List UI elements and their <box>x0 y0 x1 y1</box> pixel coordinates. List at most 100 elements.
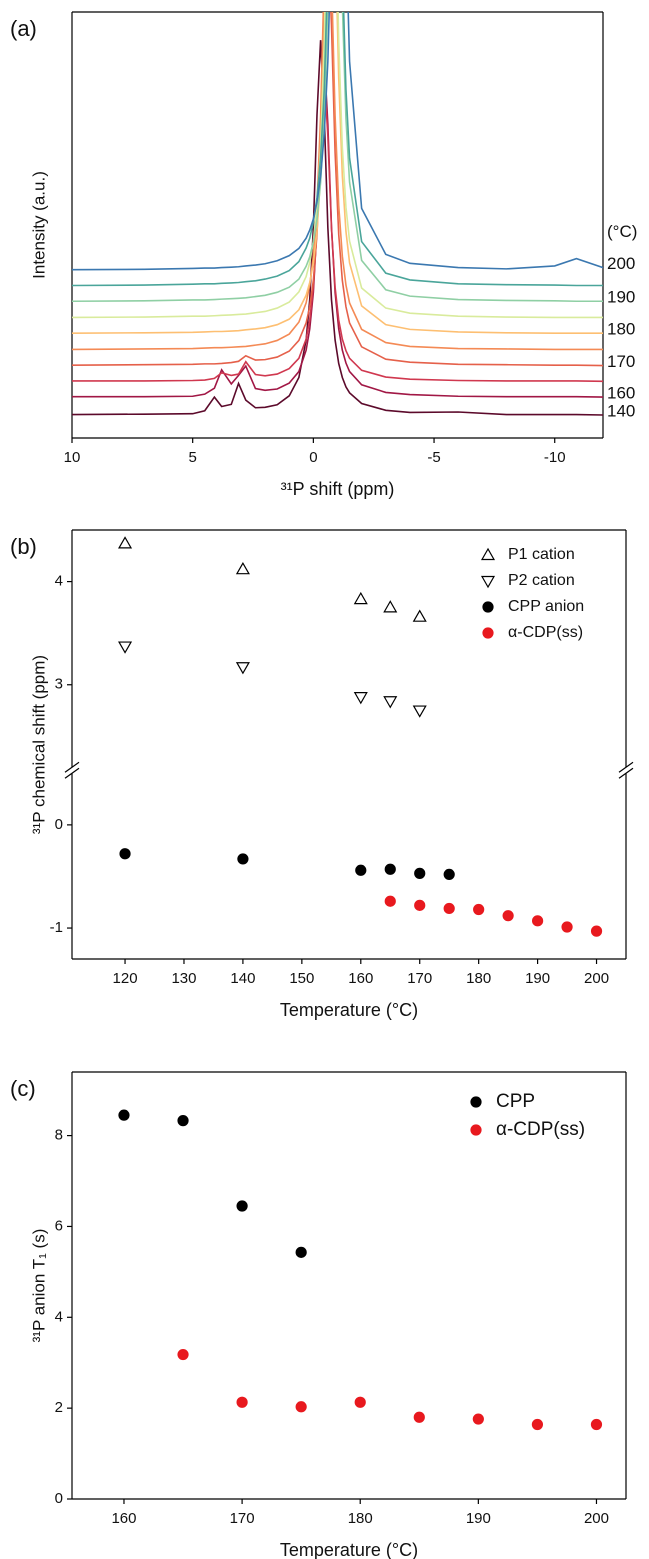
axis-break <box>618 767 634 779</box>
x-tick-label: 180 <box>348 1510 373 1527</box>
spectrum-line <box>72 40 603 416</box>
y-tick-label: 0 <box>55 1490 63 1507</box>
data-point <box>237 853 249 865</box>
data-point <box>531 1418 544 1431</box>
spectrum-line <box>72 12 603 303</box>
axis-break <box>618 761 634 773</box>
y-tick-label: 2 <box>55 1399 63 1416</box>
x-tick-label: 10 <box>64 449 81 466</box>
legend-label: P1 cation <box>508 546 575 563</box>
y-tick-label: 8 <box>55 1127 63 1144</box>
x-tick-label: 200 <box>584 1510 609 1527</box>
data-point <box>383 696 398 709</box>
x-axis-title: Temperature (°C) <box>280 1000 418 1020</box>
x-tick-label: 150 <box>289 970 314 987</box>
spectrum-line <box>72 12 603 319</box>
x-tick-label: -5 <box>427 449 440 466</box>
y-tick-label: 4 <box>55 573 63 590</box>
y-tick-label: 3 <box>55 676 63 693</box>
legend-marker <box>480 575 496 589</box>
series-label: 160 <box>607 384 635 403</box>
data-point <box>531 915 544 927</box>
x-tick-label: -10 <box>544 449 566 466</box>
data-point <box>235 662 250 675</box>
data-point <box>118 536 133 549</box>
series-label: 180 <box>607 320 635 339</box>
x-tick-label: 120 <box>113 970 138 987</box>
data-point <box>561 921 573 933</box>
y-axis-title: ³¹P anion T₁ (s) <box>29 1229 48 1343</box>
x-tick-label: 130 <box>171 970 196 987</box>
data-point <box>412 705 427 718</box>
data-point <box>413 1411 425 1423</box>
spectrum-line <box>72 12 603 271</box>
x-tick-label: 5 <box>189 449 197 466</box>
x-tick-label: 170 <box>230 1510 255 1527</box>
series-label: 170 <box>607 352 635 371</box>
data-point <box>235 561 250 575</box>
x-tick-label: 200 <box>584 970 609 987</box>
data-point <box>353 692 368 705</box>
data-point <box>295 1401 307 1413</box>
spectrum-line <box>72 56 603 398</box>
x-tick-label: 160 <box>111 1510 136 1527</box>
spectrum-line <box>72 12 603 334</box>
x-tick-label: 0 <box>309 449 317 466</box>
panel-label: (c) <box>10 1076 36 1101</box>
data-point <box>502 910 514 922</box>
y-axis-title: Intensity (a.u.) <box>29 171 48 279</box>
legend-label: CPP <box>496 1091 535 1112</box>
data-point <box>236 1200 248 1212</box>
series-label: 140 <box>607 401 635 420</box>
x-tick-label: 190 <box>466 1510 491 1527</box>
x-tick-label: 140 <box>230 970 255 987</box>
legend-title: (°C) <box>607 222 637 241</box>
data-point <box>119 848 131 860</box>
axis-break <box>64 767 80 779</box>
x-axis-title: Temperature (°C) <box>280 1540 418 1559</box>
panel-label: (a) <box>10 16 37 41</box>
y-tick-label: 0 <box>55 816 63 833</box>
data-point <box>472 1413 484 1425</box>
legend-marker <box>470 1096 482 1108</box>
data-point <box>414 899 426 911</box>
panel-label: (b) <box>10 534 37 559</box>
data-point <box>384 895 396 907</box>
x-axis-title: ³¹P shift (ppm) <box>281 479 395 499</box>
data-point <box>590 925 603 937</box>
legend-marker <box>470 1124 482 1136</box>
axis-break <box>64 761 80 773</box>
data-point <box>383 600 398 613</box>
data-point <box>355 864 367 876</box>
data-point <box>236 1396 248 1408</box>
y-axis-title: ³¹P chemical shift (ppm) <box>29 655 48 834</box>
data-point <box>118 641 133 654</box>
data-point <box>443 868 455 881</box>
legend-label: P2 cation <box>508 572 575 589</box>
x-tick-label: 190 <box>525 970 550 987</box>
data-point <box>590 1418 603 1431</box>
y-tick-label: -1 <box>50 919 63 936</box>
x-tick-label: 180 <box>466 970 491 987</box>
data-point <box>177 1348 189 1361</box>
data-point <box>118 1109 130 1121</box>
data-point <box>384 863 396 875</box>
legend-marker <box>480 547 496 561</box>
legend-label: α-CDP(ss) <box>508 624 583 641</box>
plot-area <box>72 12 603 416</box>
legend-marker <box>482 627 494 639</box>
spectrum-line <box>72 74 603 383</box>
data-point <box>295 1246 307 1258</box>
legend-label: α-CDP(ss) <box>496 1119 585 1140</box>
x-tick-label: 170 <box>407 970 432 987</box>
data-point <box>443 902 455 915</box>
data-point <box>473 903 485 916</box>
data-point <box>414 867 426 879</box>
data-point <box>177 1115 189 1127</box>
series-label: 190 <box>607 288 635 307</box>
data-point <box>353 591 368 605</box>
data-point <box>354 1396 366 1408</box>
y-tick-label: 6 <box>55 1217 63 1234</box>
y-tick-label: 4 <box>55 1308 63 1325</box>
